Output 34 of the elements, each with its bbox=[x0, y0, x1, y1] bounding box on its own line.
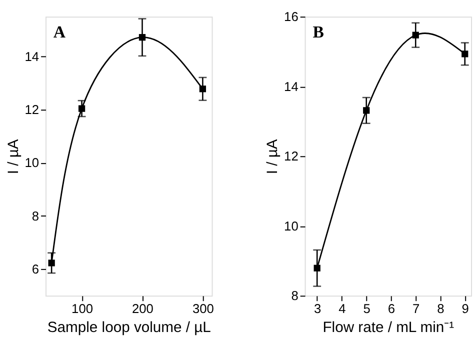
x-tick-label: 100 bbox=[72, 300, 94, 316]
point bbox=[363, 107, 370, 114]
y-tick-label: 12 bbox=[284, 148, 298, 164]
x-tick-label: 8 bbox=[437, 300, 444, 316]
point bbox=[412, 32, 419, 38]
y-tick-label: 8 bbox=[32, 208, 40, 224]
chart-title: A bbox=[53, 22, 66, 42]
y-tick-label: 14 bbox=[284, 78, 298, 94]
x-tick-label: 6 bbox=[388, 300, 396, 316]
x-tick-label: 200 bbox=[132, 300, 154, 316]
y-tick-label: 10 bbox=[24, 155, 40, 170]
x-tick-label: 5 bbox=[363, 300, 370, 316]
y-tick-label: 16 bbox=[284, 9, 298, 24]
y-tick-label: 14 bbox=[24, 48, 40, 64]
point bbox=[138, 34, 146, 41]
point bbox=[199, 86, 206, 92]
point bbox=[48, 260, 55, 266]
y-tick-label: 6 bbox=[32, 262, 40, 277]
y-tick-label: 8 bbox=[291, 288, 298, 304]
x-tick-label: 3 bbox=[314, 300, 322, 316]
y-axis-title: I / µA bbox=[265, 139, 282, 174]
point bbox=[462, 50, 468, 58]
x-tick-label: 300 bbox=[192, 300, 214, 316]
y-tick-label: 10 bbox=[284, 218, 298, 234]
point bbox=[314, 264, 320, 272]
chart-title: B bbox=[312, 22, 324, 42]
x-axis-title: Sample loop volume / µL bbox=[47, 320, 211, 336]
x-axis-title: Flow rate / mL min⁻¹ bbox=[322, 320, 454, 336]
y-tick-label: 12 bbox=[24, 102, 40, 118]
x-tick-label: 9 bbox=[462, 300, 469, 316]
x-tick-label: 4 bbox=[338, 300, 346, 316]
point bbox=[78, 105, 86, 112]
x-tick-label: 7 bbox=[412, 300, 420, 316]
y-axis-title: I / µA bbox=[6, 139, 22, 174]
